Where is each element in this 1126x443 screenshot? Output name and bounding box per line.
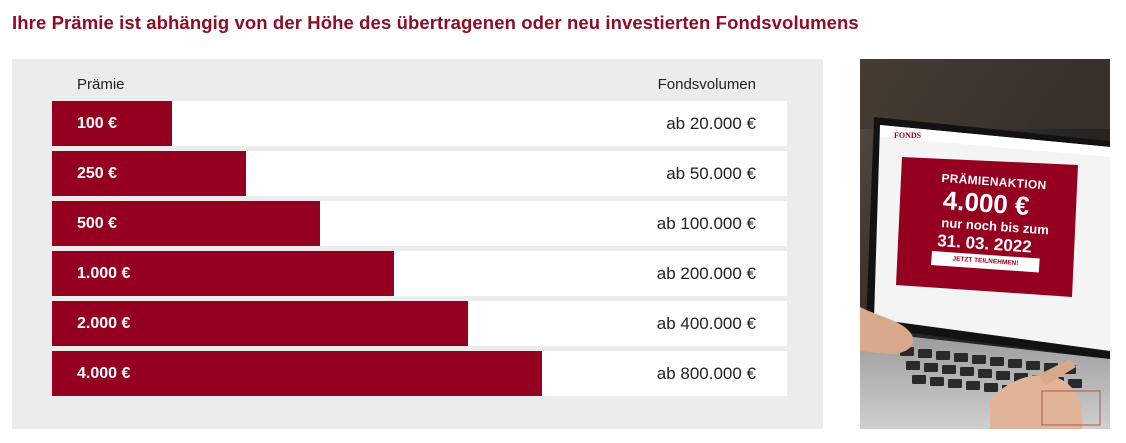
bonus-row: 500 € ab 100.000 € <box>52 201 787 246</box>
bonus-row: 4.000 € ab 800.000 € <box>52 351 787 396</box>
bonus-amount: 2.000 € <box>77 315 131 332</box>
bonus-amount: 250 € <box>77 165 118 182</box>
section-heading: Ihre Prämie ist abhängig von der Höhe de… <box>12 12 859 33</box>
bonus-bar <box>52 351 543 396</box>
bonus-bar <box>52 251 394 296</box>
fund-volume: ab 400.000 € <box>656 314 756 333</box>
bonus-amount: 4.000 € <box>77 365 131 382</box>
bonus-row: 2.000 € ab 400.000 € <box>52 301 787 346</box>
column-header-volume: Fondsvolumen <box>657 76 756 93</box>
bonus-bar <box>52 301 468 346</box>
bonus-row: 250 € ab 50.000 € <box>52 151 787 196</box>
laptop-illustration <box>860 59 1110 429</box>
fund-volume: ab 200.000 € <box>656 264 756 283</box>
bonus-amount: 100 € <box>77 115 118 132</box>
column-header-bonus: Prämie <box>77 76 125 93</box>
bonus-bar <box>52 101 172 146</box>
fund-volume: ab 50.000 € <box>666 164 756 183</box>
promo-logo: FONDS <box>894 131 922 140</box>
fund-volume: ab 100.000 € <box>656 214 756 233</box>
bonus-row: 100 € ab 20.000 € <box>52 101 787 146</box>
bonus-table: Prämie Fondsvolumen 100 € ab 20.000 € 25… <box>12 59 823 429</box>
promo-laptop-image: FONDS PRÄMIENAKTION 4.000 € nur noch bis… <box>860 59 1110 429</box>
bonus-row: 1.000 € ab 200.000 € <box>52 251 787 296</box>
bonus-amount: 500 € <box>77 215 118 232</box>
bonus-amount: 1.000 € <box>77 265 131 282</box>
bonus-bar <box>52 201 321 246</box>
bonus-bar <box>52 151 247 196</box>
fund-volume: ab 800.000 € <box>656 364 756 383</box>
fund-volume: ab 20.000 € <box>666 114 756 133</box>
